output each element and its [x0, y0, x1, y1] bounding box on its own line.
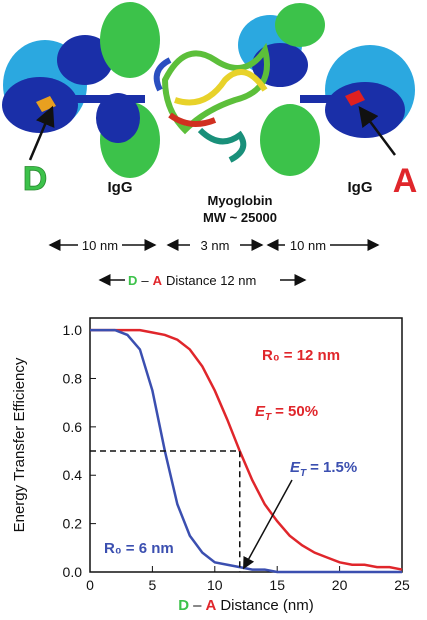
- acceptor: A: [205, 597, 216, 614]
- acceptor-label: A: [393, 162, 418, 200]
- protein-label: Myoglobin: [208, 193, 273, 208]
- line-series: [90, 328, 402, 574]
- y-tick-label: 0.8: [63, 370, 83, 386]
- plot-frame: [89, 317, 403, 573]
- donor-label: D: [23, 160, 48, 198]
- scale-label: 3 nm: [201, 238, 230, 253]
- series-label: R₀ = 12 nm: [262, 347, 340, 364]
- donor: D: [128, 273, 137, 288]
- annotation-arrow: [243, 479, 293, 570]
- y-axis-label: Energy Transfer Efficiency: [11, 357, 28, 532]
- y-tick-label: 0.2: [63, 516, 83, 532]
- igg-label: IgG: [348, 179, 373, 196]
- y-tick-label: 0.6: [63, 419, 83, 435]
- y-tick-label: 0.4: [63, 467, 83, 483]
- scale-arrows: [48, 239, 380, 286]
- scale-label: 10 nm: [82, 238, 118, 253]
- x-tick-label: 10: [207, 577, 223, 593]
- axis-text: Distance (nm): [220, 597, 313, 614]
- molecule-illustration: [2, 2, 415, 178]
- x-axis-label: D – A Distance (nm): [178, 597, 313, 614]
- reference-line: [90, 450, 241, 572]
- annotation: ET = 1.5%: [290, 459, 357, 479]
- series-label: R₀ = 6 nm: [104, 540, 174, 557]
- dash: –: [141, 273, 149, 288]
- symbol: E: [290, 459, 301, 476]
- x-tick-label: 25: [394, 577, 410, 593]
- line-series: [90, 328, 403, 571]
- y-tick-label: 1.0: [63, 322, 83, 338]
- x-tick-label: 5: [149, 577, 157, 593]
- scale-label: 10 nm: [290, 238, 326, 253]
- donor: D: [178, 597, 189, 614]
- dash: –: [193, 597, 202, 614]
- distance-label: D – A Distance 12 nm: [128, 273, 256, 288]
- y-tick-label: 0.0: [63, 564, 83, 580]
- annotation-text: = 1.5%: [310, 459, 357, 476]
- subscript: T: [265, 412, 272, 423]
- mw-label: MW ~ 25000: [203, 210, 277, 225]
- annotation: ET = 50%: [255, 403, 318, 423]
- symbol: E: [255, 403, 266, 420]
- x-tick-label: 0: [86, 577, 94, 593]
- subscript: T: [300, 468, 307, 479]
- distance-text: Distance 12 nm: [166, 273, 256, 288]
- acceptor: A: [153, 273, 163, 288]
- annotation-text: = 50%: [275, 403, 318, 420]
- x-tick-label: 20: [332, 577, 348, 593]
- x-tick-label: 15: [269, 577, 285, 593]
- igg-label: IgG: [108, 179, 133, 196]
